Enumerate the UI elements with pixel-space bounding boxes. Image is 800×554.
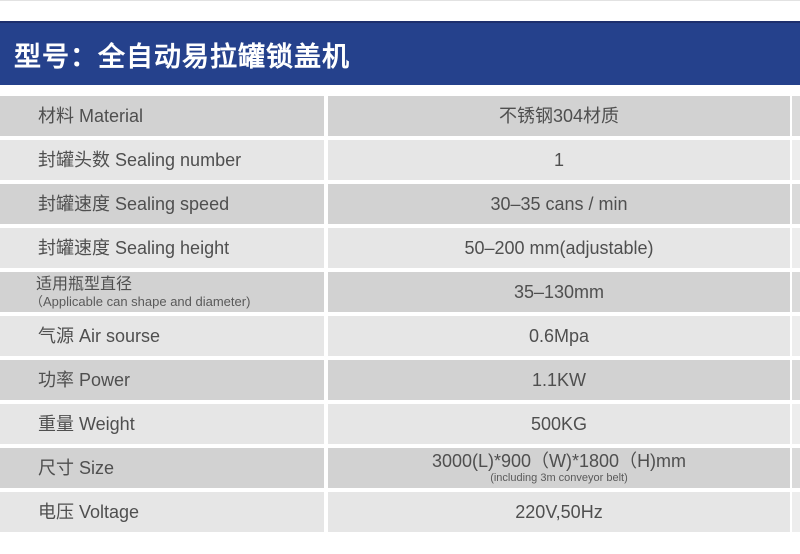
- spec-label-text: 气源 Air sourse: [38, 325, 161, 346]
- spec-label: 封罐速度 Sealing height: [0, 228, 324, 268]
- spec-value-text: 0.6Mpa: [528, 325, 590, 346]
- table-row: 材料 Material 不锈钢304材质: [0, 96, 800, 136]
- table-edge-sliver: [792, 360, 800, 400]
- spec-value: 50–200 mm(adjustable): [328, 228, 790, 268]
- table-row: 电压 Voltage 220V,50Hz: [0, 492, 800, 532]
- spec-value-text: 3000(L)*900（W)*1800（H)mm: [431, 451, 687, 471]
- spec-value-text: 1: [553, 149, 564, 170]
- spec-value: 3000(L)*900（W)*1800（H)mm (including 3m c…: [328, 448, 790, 488]
- spec-value: 30–35 cans / min: [328, 184, 790, 224]
- spec-value: 1.1KW: [328, 360, 790, 400]
- table-row: 封罐速度 Sealing speed 30–35 cans / min: [0, 184, 800, 224]
- table-edge-sliver: [792, 184, 800, 224]
- spec-value-text: 30–35 cans / min: [490, 193, 628, 214]
- table-edge-sliver: [792, 140, 800, 180]
- spec-label: 电压 Voltage: [0, 492, 324, 532]
- table-row: 重量 Weight 500KG: [0, 404, 800, 444]
- table-edge-sliver: [792, 492, 800, 532]
- spec-value-text: 35–130mm: [513, 281, 605, 302]
- spec-label-text: 重量 Weight: [38, 413, 135, 434]
- spec-label: 适用瓶型直径 （Applicable can shape and diamete…: [0, 272, 324, 312]
- spec-label-text: 封罐速度 Sealing speed: [38, 193, 230, 214]
- spec-label: 气源 Air sourse: [0, 316, 324, 356]
- spec-label-text: 电压 Voltage: [38, 501, 140, 522]
- top-divider: [0, 0, 800, 1]
- spec-label: 封罐速度 Sealing speed: [0, 184, 324, 224]
- table-edge-sliver: [792, 272, 800, 312]
- spec-label-text: 功率 Power: [38, 369, 131, 390]
- spec-label: 重量 Weight: [0, 404, 324, 444]
- table-edge-sliver: [792, 448, 800, 488]
- spec-value: 220V,50Hz: [328, 492, 790, 532]
- spec-label: 尺寸 Size: [0, 448, 324, 488]
- spec-label-text: 适用瓶型直径: [36, 276, 133, 293]
- table-row: 适用瓶型直径 （Applicable can shape and diamete…: [0, 272, 800, 312]
- spec-label-text: 封罐头数 Sealing number: [38, 149, 242, 170]
- spec-label: 功率 Power: [0, 360, 324, 400]
- spec-value-text: 220V,50Hz: [515, 501, 603, 522]
- spec-value-text: 50–200 mm(adjustable): [464, 237, 654, 258]
- page-title: 型号：全自动易拉罐锁盖机: [14, 41, 350, 72]
- spec-label: 材料 Material: [0, 96, 324, 136]
- spec-label-text: 封罐速度 Sealing height: [38, 237, 230, 258]
- spec-value-subtext: (including 3m conveyor belt): [490, 472, 628, 484]
- table-row: 封罐速度 Sealing height 50–200 mm(adjustable…: [0, 228, 800, 268]
- spec-value-text: 500KG: [530, 413, 588, 434]
- table-row: 气源 Air sourse 0.6Mpa: [0, 316, 800, 356]
- model-banner: 型号：全自动易拉罐锁盖机: [0, 21, 800, 85]
- table-edge-sliver: [792, 96, 800, 136]
- spec-value: 不锈钢304材质: [328, 96, 790, 136]
- table-edge-sliver: [792, 316, 800, 356]
- spec-label-text: 材料 Material: [38, 105, 144, 126]
- spec-label-subtext: （Applicable can shape and diameter): [30, 294, 251, 309]
- spec-table: 材料 Material 不锈钢304材质 封罐头数 Sealing number…: [0, 96, 800, 536]
- table-row: 功率 Power 1.1KW: [0, 360, 800, 400]
- spec-value: 35–130mm: [328, 272, 790, 312]
- table-row: 封罐头数 Sealing number 1: [0, 140, 800, 180]
- spec-label-text: 尺寸 Size: [38, 457, 115, 478]
- table-edge-sliver: [792, 404, 800, 444]
- spec-value-text: 1.1KW: [531, 369, 587, 390]
- table-edge-sliver: [792, 228, 800, 268]
- spec-label: 封罐头数 Sealing number: [0, 140, 324, 180]
- spec-value: 0.6Mpa: [328, 316, 790, 356]
- spec-value: 500KG: [328, 404, 790, 444]
- spec-value-text: 不锈钢304材质: [498, 105, 620, 126]
- table-row: 尺寸 Size 3000(L)*900（W)*1800（H)mm (includ…: [0, 448, 800, 488]
- spec-value: 1: [328, 140, 790, 180]
